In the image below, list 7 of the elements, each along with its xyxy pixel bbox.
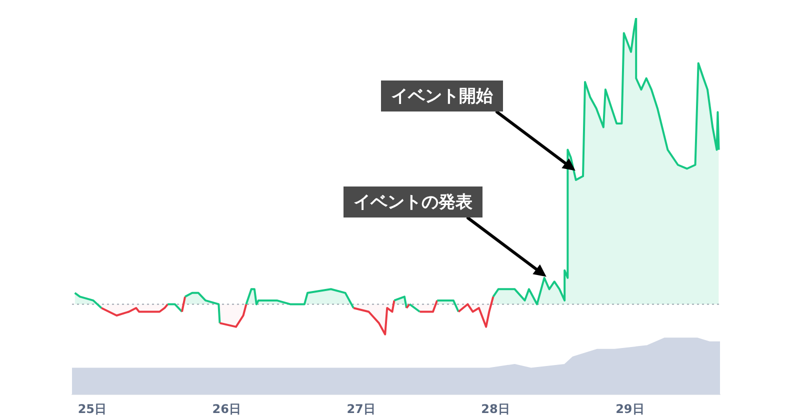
x-tick-label: 25日 xyxy=(78,402,107,416)
x-tick-label: 27日 xyxy=(346,402,376,416)
x-tick-label: 29日 xyxy=(616,402,644,416)
x-tick-label: 28日 xyxy=(481,402,510,416)
x-tick-label: 26日 xyxy=(212,402,241,416)
annotation: イベント開始 xyxy=(381,80,503,112)
annotation: イベントの発表 xyxy=(344,186,482,218)
